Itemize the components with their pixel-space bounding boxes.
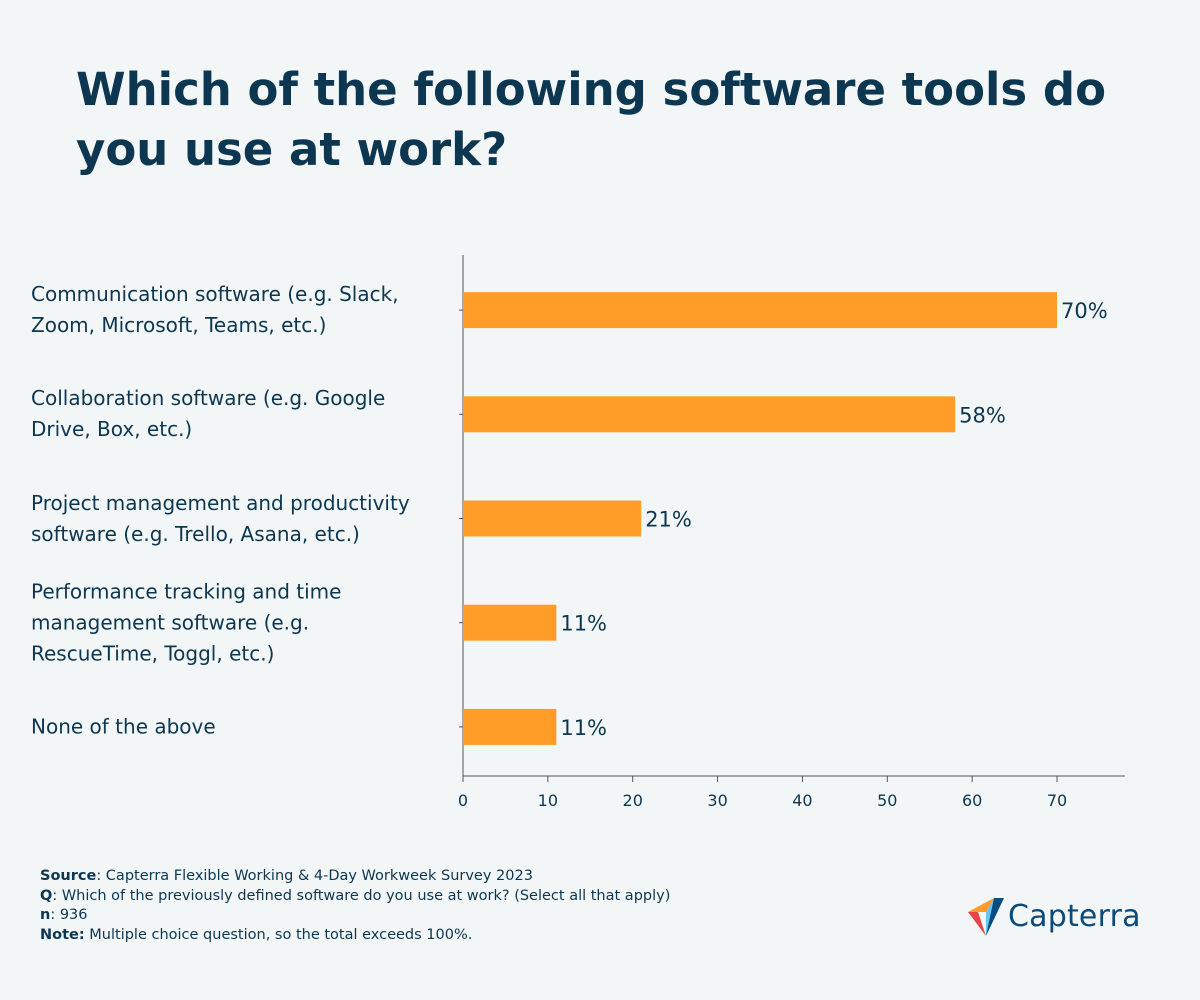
source-line: Source: Capterra Flexible Working & 4-Da… (40, 867, 840, 887)
bar (463, 604, 557, 641)
bar (463, 708, 557, 745)
x-tick-label: 60 (962, 791, 982, 810)
capterra-logo-text: Capterra (1008, 899, 1141, 934)
question-label: Q (40, 887, 53, 904)
chart-footer: Source: Capterra Flexible Working & 4-Da… (40, 867, 840, 945)
source-text: : Capterra Flexible Working & 4-Day Work… (96, 868, 533, 884)
bar-value-label: 11% (560, 716, 607, 740)
sample-size-label: n (40, 907, 51, 923)
note-label: Note: (40, 926, 85, 943)
x-tick-label: 10 (538, 791, 558, 810)
bar-value-label: 70% (1061, 299, 1108, 323)
chart-plot: 0 10 20 30 40 50 60 70 70% 58% 21% 11% 11% (458, 255, 1125, 810)
logo-shape (968, 912, 986, 936)
bar-value-label: 58% (959, 403, 1006, 427)
x-tick-label: 20 (623, 791, 643, 810)
sample-size-text: : 936 (50, 907, 88, 923)
question-text: : Which of the previously defined softwa… (52, 887, 671, 904)
bar (463, 292, 1057, 329)
sample-size-line: n: 936 (40, 906, 840, 926)
x-tick-label: 40 (792, 791, 812, 810)
chart-title: Which of the following software tools do… (76, 63, 1106, 176)
category-label: Performance tracking and time management… (31, 579, 342, 666)
category-label: None of the above (31, 714, 216, 739)
logo-shape (986, 898, 1004, 936)
bar-value-label: 11% (560, 612, 607, 636)
x-tick-label: 70 (1047, 791, 1067, 810)
x-tick-label: 50 (877, 791, 897, 810)
bar-chart: 0 10 20 30 40 50 60 70 70% 58% 21% 11% 11% Communica… (0, 240, 1200, 820)
capterra-logo: Capterra (966, 895, 1166, 940)
logo-shape (968, 898, 994, 912)
source-label: Source (40, 868, 97, 884)
question-line: Q: Which of the previously defined softw… (40, 887, 840, 907)
note-line: Note: Multiple choice question, so the t… (40, 926, 840, 946)
x-tick-label: 0 (458, 791, 468, 810)
bar (463, 396, 956, 433)
capterra-logo-icon (968, 898, 1004, 936)
note-text: Multiple choice question, so the total e… (84, 926, 473, 943)
x-tick-label: 30 (707, 791, 727, 810)
bar (463, 500, 642, 537)
category-label: Communication software (e.g. Slack, Zoom… (31, 282, 399, 338)
bar-value-label: 21% (645, 508, 692, 532)
category-label: Project management and productivity soft… (31, 490, 410, 546)
category-label: Collaboration software (e.g. Google Driv… (31, 386, 386, 442)
